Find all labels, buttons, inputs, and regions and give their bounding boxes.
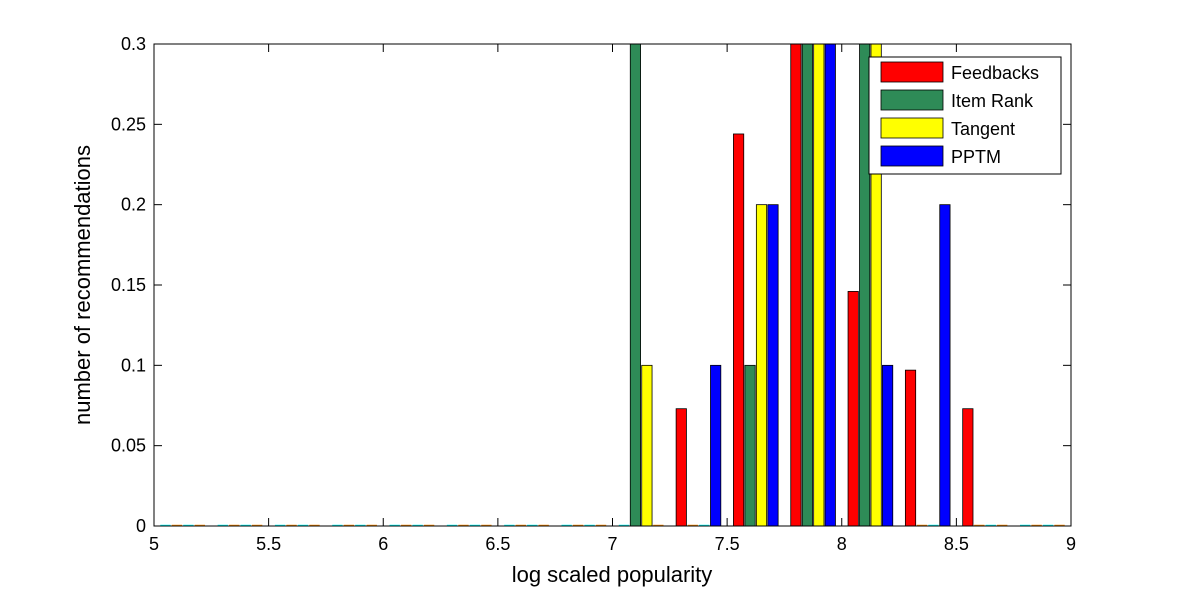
x-tick-label: 8 xyxy=(837,534,847,554)
x-axis-label: log scaled popularity xyxy=(512,562,713,587)
x-tick-label: 6 xyxy=(378,534,388,554)
y-tick-label: 0.3 xyxy=(121,34,146,54)
bar-feedbacks-12 xyxy=(847,291,859,527)
bar-feedbacks-13 xyxy=(904,369,917,527)
bar-feedbacks-11 xyxy=(790,43,802,527)
legend-label-item-rank: Item Rank xyxy=(951,91,1034,111)
bar-pptm-13 xyxy=(939,204,951,527)
legend-label-pptm: PPTM xyxy=(951,147,1001,167)
bar-pptm-10 xyxy=(767,204,779,527)
bar-tangent-10 xyxy=(755,204,768,527)
y-tick-label: 0.25 xyxy=(111,114,146,134)
legend-label-feedbacks: Feedbacks xyxy=(951,63,1039,83)
x-tick-label: 7 xyxy=(607,534,617,554)
x-tick-label: 7.5 xyxy=(715,534,740,554)
x-tick-label: 8.5 xyxy=(944,534,969,554)
y-tick-label: 0.2 xyxy=(121,195,146,215)
bar-tangent-11 xyxy=(813,43,825,527)
bar-item-rank-11 xyxy=(801,43,813,527)
y-tick-label: 0.05 xyxy=(111,436,146,456)
legend-swatch-item-rank xyxy=(880,89,944,111)
bar-feedbacks-14 xyxy=(962,408,974,527)
x-tick-label: 6.5 xyxy=(485,534,510,554)
legend-swatch-tangent xyxy=(880,117,944,139)
y-tick-label: 0.15 xyxy=(111,275,146,295)
bar-item-rank-10 xyxy=(744,364,756,527)
bars-layer xyxy=(160,43,1065,527)
x-tick-label: 9 xyxy=(1066,534,1076,554)
y-axis-label: number of recommendations xyxy=(70,145,95,425)
bar-pptm-9 xyxy=(710,364,722,527)
bar-pptm-11 xyxy=(824,43,836,527)
y-tick-label: 0.1 xyxy=(121,355,146,375)
x-tick-label: 5 xyxy=(149,534,159,554)
legend-swatch-pptm xyxy=(880,145,944,167)
x-tick-label: 5.5 xyxy=(256,534,281,554)
legend-label-tangent: Tangent xyxy=(951,119,1015,139)
bar-feedbacks-9 xyxy=(675,408,687,527)
legend: Feedbacks Item Rank Tangent PPTM xyxy=(868,56,1062,175)
legend-swatch-feedbacks xyxy=(880,61,944,83)
ticks-layer: 5 5.5 6 6.5 7 7.5 8 8.5 9 0 0.05 0.1 0.15 0.2 0.25 0.3 xyxy=(111,34,1076,554)
bar-feedbacks-10 xyxy=(733,133,745,527)
bar-tangent-8 xyxy=(641,364,653,527)
y-tick-label: 0 xyxy=(136,516,146,536)
bar-item-rank-8 xyxy=(629,43,641,527)
bar-pptm-12 xyxy=(882,364,894,527)
bar-item-rank-12 xyxy=(859,43,871,527)
